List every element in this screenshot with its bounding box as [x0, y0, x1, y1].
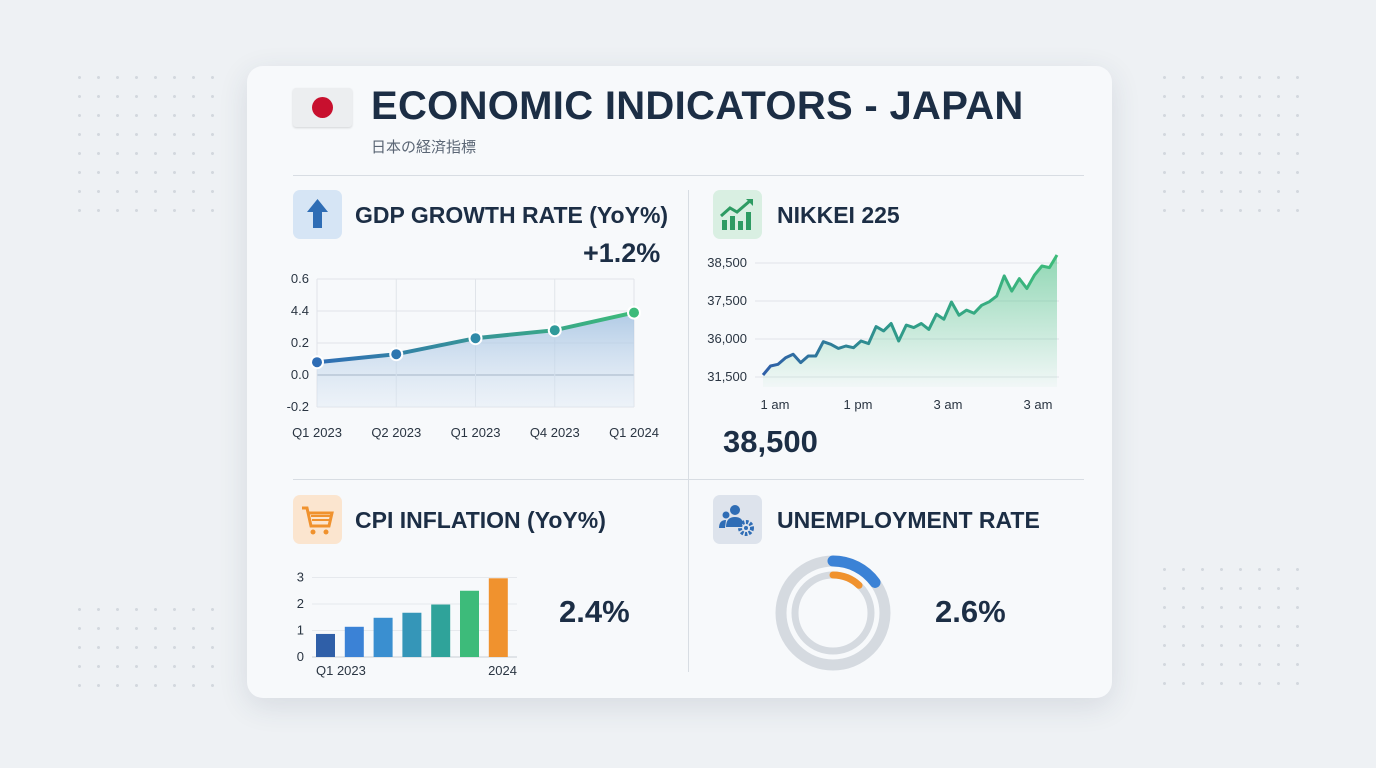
- x-tick-label: Q1 2023: [292, 425, 342, 440]
- cpi-bar: [373, 617, 393, 657]
- shopping-cart-icon: [293, 495, 342, 544]
- y-tick-label: 1: [297, 623, 304, 638]
- nikkei-title: NIKKEI 225: [777, 202, 900, 228]
- y-tick-label: 31,500: [707, 369, 747, 384]
- gdp-point: [310, 355, 324, 370]
- decor-dots: [70, 600, 220, 695]
- donut-outer-arc: [827, 555, 881, 588]
- cpi-bar: [460, 590, 479, 657]
- x-tick-label: 1 pm: [844, 397, 873, 412]
- japan-flag-icon: [293, 88, 352, 127]
- x-tick-label: Q4 2023: [530, 425, 580, 440]
- nikkei-value: 38,500: [723, 424, 818, 459]
- y-tick-label: 2: [297, 596, 304, 611]
- page-title: ECONOMIC INDICATORS - JAPAN: [371, 84, 1024, 128]
- unemployment-title: UNEMPLOYMENT RATE: [777, 507, 1040, 533]
- gdp-title: GDP GROWTH RATE (YoY%): [355, 202, 669, 228]
- cpi-bar: [431, 604, 451, 657]
- decor-dots: [1155, 560, 1305, 690]
- y-tick-label: 3: [297, 570, 304, 585]
- cpi-bar: [344, 626, 364, 657]
- gdp-point: [389, 347, 404, 362]
- cpi-title: CPI INFLATION (YoY%): [355, 507, 606, 533]
- x-tick-label: Q2 2023: [371, 425, 421, 440]
- y-tick-label: 37,500: [707, 293, 747, 308]
- divider: [688, 190, 689, 672]
- y-tick-label: 38,500: [707, 255, 747, 270]
- gdp-point: [627, 305, 641, 320]
- page-subtitle: 日本の経済指標: [371, 139, 477, 156]
- y-tick-label: 4.4: [291, 303, 309, 318]
- y-tick-label: 0.2: [291, 335, 309, 350]
- y-tick-label: 36,000: [707, 331, 747, 346]
- x-tick-label: Q1 2023: [451, 425, 501, 440]
- cpi-bar: [488, 578, 508, 657]
- nikkei-chart: 38,500 37,500 36,000 31,500 1 am 1 pm 3 am 3 am: [707, 254, 1059, 412]
- x-tick-label: Q1 2023: [316, 663, 366, 678]
- x-tick-label: 1 am: [761, 397, 790, 412]
- cpi-chart: 0 1 2 3 Q1 2023 2024: [297, 570, 517, 678]
- x-tick-label: 3 am: [934, 397, 963, 412]
- divider: [293, 175, 1084, 176]
- chart-growth-icon: [713, 190, 762, 239]
- people-gear-icon: [713, 495, 762, 544]
- y-tick-label: -0.2: [287, 399, 309, 414]
- y-tick-label: 0.0: [291, 367, 309, 382]
- arrow-up-icon: [293, 190, 342, 239]
- nikkei-line: [761, 254, 1059, 376]
- x-tick-label: Q1 2024: [609, 425, 659, 440]
- unemployment-value: 2.6%: [935, 594, 1006, 629]
- x-tick-label: 2024: [488, 663, 517, 678]
- donut-inner-arc: [829, 571, 863, 589]
- decor-dots: [1155, 68, 1305, 223]
- unemployment-donut: [775, 555, 891, 671]
- gdp-value: +1.2%: [583, 238, 661, 268]
- y-tick-label: 0: [297, 649, 304, 664]
- cpi-bar: [316, 633, 335, 657]
- decor-dots: [70, 68, 220, 223]
- nikkei-area: [763, 255, 1057, 387]
- gdp-chart: 0.6 4.4 0.2 0.0 -0.2 Q1 2023 Q2 2023 Q1 2023 Q4 …: [287, 271, 659, 440]
- x-tick-label: 3 am: [1024, 397, 1053, 412]
- y-tick-label: 0.6: [291, 271, 309, 286]
- cpi-bar: [402, 612, 422, 657]
- gdp-point: [468, 331, 483, 346]
- gdp-point: [547, 323, 562, 338]
- dashboard-card: ECONOMIC INDICATORS - JAPAN 日本の経済指標 GDP …: [247, 66, 1112, 698]
- cpi-value: 2.4%: [559, 594, 630, 629]
